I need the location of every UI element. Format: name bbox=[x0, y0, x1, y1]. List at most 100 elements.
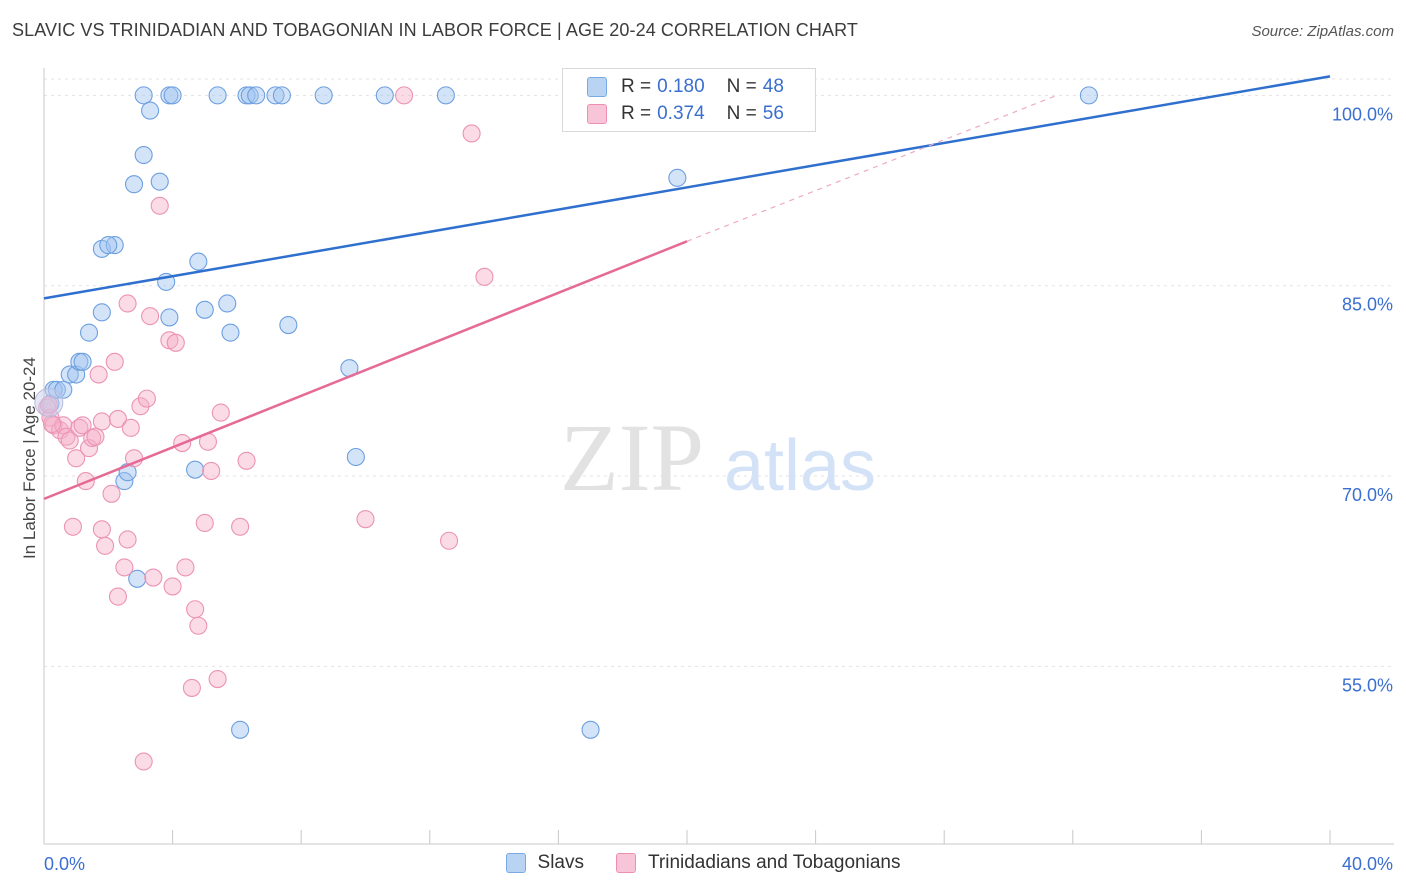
trinidadians-point bbox=[237, 451, 256, 470]
slavs-point bbox=[208, 86, 227, 105]
trinidadians-legend-label: Trinidadians and Tobagonians bbox=[648, 852, 901, 873]
trinidadians-point bbox=[189, 616, 208, 635]
y-tick-label: 55.0% bbox=[1342, 675, 1393, 695]
y-tick-label: 100.0% bbox=[1332, 104, 1393, 124]
trinidadians-point bbox=[60, 431, 79, 450]
trinidadians-point bbox=[131, 397, 150, 416]
slavs-point bbox=[34, 387, 64, 417]
trinidadians-point bbox=[63, 517, 82, 536]
slavs-point bbox=[141, 101, 160, 120]
trend-lines bbox=[43, 75, 1331, 501]
trinidadians-point bbox=[86, 427, 105, 446]
chart-source: Source: ZipAtlas.com bbox=[1251, 23, 1394, 40]
trinidadians-point bbox=[150, 196, 169, 215]
slavs-point bbox=[79, 323, 99, 342]
trinidadians-point bbox=[115, 558, 134, 577]
trinidadians-point bbox=[356, 510, 375, 529]
trinidadians-point bbox=[108, 409, 127, 428]
slavs-swatch bbox=[587, 77, 607, 97]
slavs-point bbox=[124, 175, 144, 194]
slavs-legend-label: Slavs bbox=[537, 852, 584, 873]
slavs-n-value: 48 bbox=[762, 76, 784, 97]
trinidadians-point bbox=[186, 600, 205, 619]
n-label: N = bbox=[726, 103, 757, 124]
gridlines bbox=[44, 78, 1394, 667]
trinidadians-point bbox=[208, 669, 227, 689]
trinidadians-point bbox=[67, 449, 86, 468]
trinidadians-trend-extension bbox=[686, 94, 1057, 242]
watermark-atlas: atlas bbox=[724, 426, 876, 506]
slavs-point bbox=[150, 172, 169, 191]
slavs-point bbox=[218, 294, 237, 313]
trinidadians-point bbox=[462, 124, 481, 143]
trinidadians-point bbox=[92, 520, 111, 539]
legend-item-slavs[interactable]: Slavs bbox=[505, 852, 584, 874]
y-tick-label: 85.0% bbox=[1342, 295, 1393, 315]
trinidadians-point bbox=[195, 513, 214, 533]
slavs-point bbox=[346, 447, 365, 467]
legend-item-trinidadians[interactable]: Trinidadians and Tobagonians bbox=[616, 852, 900, 874]
trinidadians-point bbox=[42, 414, 62, 434]
slavs-point bbox=[581, 720, 600, 739]
trinidadians-trend-line bbox=[43, 240, 688, 501]
slavs-point bbox=[105, 236, 124, 255]
legend-row-trinidadians: R = 0.374 N = 56 bbox=[587, 102, 790, 126]
trinidadians-point bbox=[96, 536, 115, 555]
slavs-point bbox=[186, 460, 205, 479]
trinidadians-point bbox=[118, 530, 137, 549]
tick-labels: 55.0% 70.0% 85.0% 100.0% 0.0% 40.0% bbox=[44, 104, 1393, 874]
trinidadians-point bbox=[121, 418, 140, 437]
trinidadians-point bbox=[70, 418, 89, 437]
x-tick-label: 0.0% bbox=[44, 854, 85, 874]
trinidadians-point bbox=[475, 267, 494, 286]
trinidadians-point bbox=[141, 307, 160, 326]
slavs-point bbox=[221, 323, 240, 342]
trinidadians-point bbox=[79, 439, 99, 458]
slavs-r-value: 0.180 bbox=[657, 76, 705, 97]
slavs-point bbox=[279, 315, 298, 335]
r-label: R = bbox=[621, 76, 652, 97]
trinidadians-point bbox=[211, 403, 230, 422]
slavs-point bbox=[195, 300, 214, 319]
trinidadians-point bbox=[182, 678, 201, 697]
slavs-point bbox=[73, 352, 92, 371]
slavs-point bbox=[1079, 86, 1098, 105]
y-tick-label: 70.0% bbox=[1342, 485, 1393, 505]
series-legend: Slavs Trinidadians and Tobagonians bbox=[0, 852, 1406, 874]
slavs-point bbox=[163, 86, 182, 105]
trinidadians-point bbox=[92, 412, 111, 431]
data-points bbox=[34, 86, 1098, 771]
axes bbox=[43, 68, 1394, 845]
trinidadians-point bbox=[166, 333, 185, 352]
trinidadians-point bbox=[134, 752, 153, 771]
slavs-point bbox=[134, 86, 153, 105]
trinidadians-point bbox=[440, 531, 459, 550]
trinidadians-r-value: 0.374 bbox=[657, 103, 705, 124]
slavs-point bbox=[160, 308, 179, 327]
slavs-point bbox=[240, 86, 259, 105]
trinidadians-point bbox=[73, 416, 92, 435]
trinidadians-point bbox=[102, 484, 121, 503]
slavs-point bbox=[92, 303, 111, 322]
trinidadians-point bbox=[144, 568, 163, 587]
trinidadians-point bbox=[118, 294, 137, 313]
slavs-point bbox=[668, 168, 687, 187]
trinidadians-swatch bbox=[587, 104, 607, 124]
slavs-point bbox=[247, 86, 266, 105]
slavs-legend-swatch bbox=[505, 853, 526, 873]
slavs-trend-line bbox=[43, 75, 1331, 300]
slavs-point bbox=[266, 86, 285, 105]
x-tick-label: 40.0% bbox=[1342, 854, 1393, 874]
trinidadians-point bbox=[202, 461, 221, 481]
slavs-point bbox=[60, 365, 79, 384]
watermark: ZIP atlas bbox=[560, 404, 876, 511]
watermark-zip: ZIP bbox=[560, 404, 704, 511]
slavs-point bbox=[272, 86, 291, 105]
slavs-point bbox=[99, 236, 118, 255]
trinidadians-legend-swatch bbox=[616, 853, 636, 873]
trinidadians-point bbox=[231, 517, 250, 536]
trinidadians-point bbox=[176, 558, 195, 577]
slavs-point bbox=[436, 86, 455, 105]
trinidadians-n-value: 56 bbox=[762, 103, 784, 124]
slavs-point bbox=[189, 252, 208, 271]
